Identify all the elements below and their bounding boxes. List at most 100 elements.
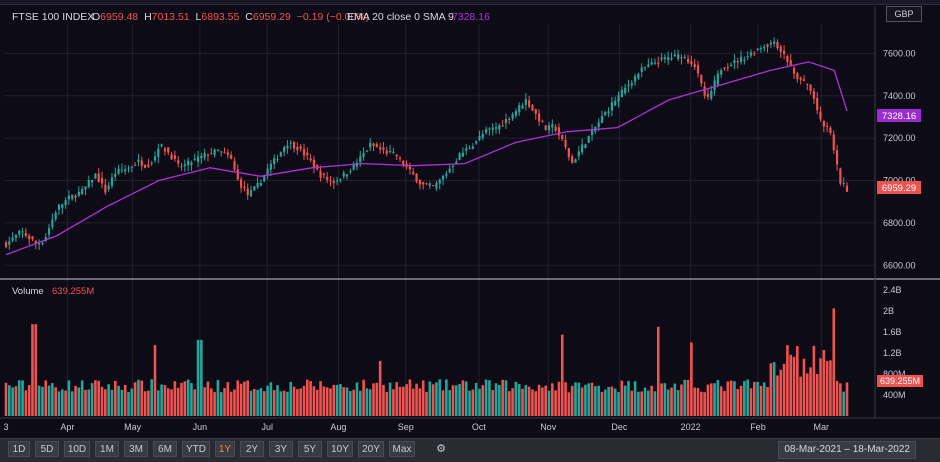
volume-bar — [597, 385, 600, 416]
timeframe-10y[interactable]: 10Y — [327, 441, 353, 457]
legend-high: 7013.51 — [152, 11, 190, 23]
volume-bar — [494, 383, 498, 416]
candle-body — [574, 159, 577, 163]
volume-bar — [243, 381, 246, 416]
candle-body — [508, 118, 511, 120]
volume-bar — [309, 381, 312, 416]
candle-body — [359, 156, 362, 163]
volume-bar — [206, 381, 210, 416]
candle-body — [28, 235, 31, 240]
timeframe-3m[interactable]: 3M — [124, 441, 148, 457]
volume-bar — [107, 384, 110, 416]
candle-body — [640, 67, 643, 72]
candle-body — [809, 84, 812, 91]
currency-selector[interactable]: GBP — [886, 6, 922, 22]
candle-body — [153, 156, 157, 161]
volume-bar — [805, 373, 809, 416]
legend-close-label: C — [245, 11, 253, 23]
volume-bar — [637, 391, 640, 416]
candle-body — [726, 66, 729, 68]
candle-body — [607, 111, 610, 114]
volume-bar — [219, 392, 223, 416]
volume-bar — [186, 379, 190, 416]
candle-body — [110, 177, 114, 186]
timeframe-1y[interactable]: 1Y — [215, 441, 235, 457]
date-range[interactable]: 08-Mar-2021 – 18-Mar-2022 — [778, 441, 916, 459]
volume-bar — [110, 389, 114, 416]
timeframe-6m[interactable]: 6M — [153, 441, 177, 457]
candle-body — [733, 60, 736, 63]
timeframe-max[interactable]: Max — [389, 441, 415, 457]
candle-body — [620, 89, 623, 98]
candle-body — [259, 183, 263, 186]
candle-body — [468, 148, 471, 150]
volume-bar — [633, 381, 637, 416]
timeframe-5y[interactable]: 5Y — [298, 441, 322, 457]
volume-bar — [262, 391, 266, 416]
timeframe-ytd[interactable]: YTD — [182, 441, 210, 457]
volume-bar — [441, 390, 445, 416]
volume-bar — [209, 388, 213, 416]
candle-body — [441, 175, 445, 180]
candle-body — [438, 179, 441, 184]
volume-bar — [501, 379, 504, 416]
candle-body — [776, 42, 779, 48]
volume-bar — [203, 387, 206, 416]
candle-body — [203, 153, 206, 158]
volume-bar — [484, 379, 488, 416]
volume-bar — [600, 391, 604, 416]
volume-bar — [153, 345, 157, 416]
gear-icon[interactable]: ⚙ — [436, 443, 446, 455]
volume-bar — [531, 389, 534, 416]
candle-body — [756, 48, 759, 50]
volume-tag-text: 639.255M — [880, 376, 920, 386]
candle-body — [796, 73, 799, 79]
candle-body — [223, 152, 226, 154]
volume-bar — [749, 388, 753, 416]
candle-body — [521, 105, 524, 109]
timeframe-1m[interactable]: 1M — [95, 441, 119, 457]
volume-bar — [21, 380, 24, 416]
candle-body — [713, 80, 716, 91]
candle-body — [362, 152, 365, 158]
volume-bar — [339, 384, 342, 416]
volume-bar — [690, 342, 693, 416]
candle-body — [90, 179, 94, 183]
candle-body — [127, 167, 130, 169]
candle-body — [802, 79, 806, 82]
candle-body — [617, 95, 620, 102]
timeframe-20y[interactable]: 20Y — [358, 441, 384, 457]
timeframe-10d[interactable]: 10D — [64, 441, 90, 457]
volume-bar — [147, 390, 150, 416]
volume-bar — [362, 379, 365, 416]
candle-body — [289, 142, 292, 144]
volume-bar — [603, 389, 607, 416]
candle-body — [448, 168, 451, 173]
volume-bar — [415, 383, 418, 416]
timeframe-3y[interactable]: 3Y — [269, 441, 293, 457]
legend-indicator-value: 7328.16 — [452, 11, 490, 23]
volume-bar — [481, 385, 485, 416]
candle-body — [190, 162, 193, 166]
volume-bar — [37, 385, 41, 416]
candle-body — [749, 52, 753, 56]
legend-open-label: O — [92, 11, 100, 23]
candle-body — [246, 188, 249, 196]
timeframe-5d[interactable]: 5D — [35, 441, 59, 457]
candle-body — [273, 158, 276, 164]
timeframe-2y[interactable]: 2Y — [240, 441, 264, 457]
ema-tag-text: 7328.16 — [882, 111, 916, 122]
candle-body — [94, 173, 97, 179]
candle-body — [670, 57, 673, 60]
time-tick-label: Sep — [398, 422, 414, 432]
volume-bar — [577, 382, 581, 416]
volume-bar — [590, 382, 594, 416]
volume-bar — [239, 383, 243, 416]
volume-bar — [137, 379, 140, 416]
candle-body — [551, 123, 554, 128]
candle-body — [706, 93, 710, 97]
timeframe-1d[interactable]: 1D — [8, 441, 30, 457]
volume-bar — [302, 385, 306, 416]
volume-bar — [104, 389, 107, 416]
